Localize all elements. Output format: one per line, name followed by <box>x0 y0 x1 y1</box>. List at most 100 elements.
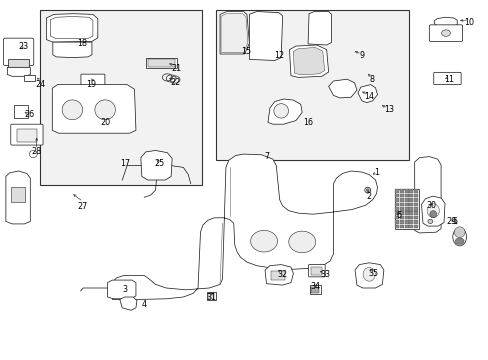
Bar <box>399 220 403 224</box>
Bar <box>208 293 214 299</box>
Bar <box>309 285 320 294</box>
Text: 8: 8 <box>368 75 373 84</box>
Text: 7: 7 <box>264 152 268 161</box>
Bar <box>404 216 408 219</box>
Ellipse shape <box>453 227 464 238</box>
Text: 16: 16 <box>303 118 312 127</box>
Ellipse shape <box>95 100 115 120</box>
Bar <box>404 194 408 197</box>
Bar <box>24 75 35 81</box>
Bar <box>394 216 398 219</box>
Text: 5: 5 <box>451 217 456 226</box>
Text: 23: 23 <box>19 42 28 51</box>
Text: 10: 10 <box>464 18 473 27</box>
Ellipse shape <box>29 150 37 158</box>
Text: 21: 21 <box>171 64 181 73</box>
Bar <box>216 10 408 160</box>
Polygon shape <box>53 42 92 58</box>
Text: 26: 26 <box>24 110 34 119</box>
Bar <box>17 129 37 141</box>
Text: 13: 13 <box>383 105 393 114</box>
Polygon shape <box>220 12 249 54</box>
Bar <box>40 10 202 185</box>
Text: 2: 2 <box>366 192 371 201</box>
FancyBboxPatch shape <box>428 25 462 41</box>
Text: 1: 1 <box>373 168 378 177</box>
Bar <box>399 203 403 206</box>
Polygon shape <box>221 14 247 53</box>
Ellipse shape <box>62 100 82 120</box>
Bar <box>408 203 412 206</box>
Polygon shape <box>394 189 418 229</box>
Polygon shape <box>414 157 440 233</box>
Bar <box>408 216 412 219</box>
Text: 24: 24 <box>35 80 45 89</box>
Polygon shape <box>357 85 377 103</box>
Bar <box>311 267 322 275</box>
Text: 33: 33 <box>320 270 329 279</box>
Polygon shape <box>421 196 444 226</box>
Bar <box>394 198 398 202</box>
Text: 29: 29 <box>446 217 456 226</box>
Bar <box>408 207 412 211</box>
Bar <box>399 211 403 215</box>
Ellipse shape <box>366 189 368 192</box>
Text: 20: 20 <box>100 118 110 127</box>
Bar <box>404 211 408 215</box>
Ellipse shape <box>454 238 463 244</box>
Bar <box>394 203 398 206</box>
Bar <box>404 198 408 202</box>
Text: 14: 14 <box>364 91 373 100</box>
Bar <box>408 194 412 197</box>
Polygon shape <box>107 280 136 299</box>
Bar <box>394 207 398 211</box>
Bar <box>408 225 412 228</box>
Bar <box>413 198 417 202</box>
Text: 34: 34 <box>310 282 320 291</box>
Bar <box>11 187 25 202</box>
Bar <box>413 194 417 197</box>
Bar <box>408 198 412 202</box>
Bar <box>399 198 403 202</box>
Bar <box>146 58 176 68</box>
Bar <box>399 194 403 197</box>
Polygon shape <box>141 150 172 180</box>
Bar <box>413 203 417 206</box>
Bar <box>394 211 398 215</box>
Bar <box>413 216 417 219</box>
Bar <box>206 292 215 300</box>
Polygon shape <box>112 154 377 300</box>
Text: 6: 6 <box>395 211 400 220</box>
Ellipse shape <box>250 230 277 252</box>
Ellipse shape <box>427 219 432 224</box>
Polygon shape <box>267 99 302 124</box>
Bar <box>413 211 417 215</box>
Text: 22: 22 <box>170 78 180 87</box>
Text: 17: 17 <box>121 159 130 168</box>
Bar <box>404 220 408 224</box>
Bar <box>394 220 398 224</box>
Polygon shape <box>52 85 136 133</box>
Text: 12: 12 <box>274 51 284 60</box>
Text: 35: 35 <box>367 269 377 278</box>
Bar <box>408 211 412 215</box>
Text: 19: 19 <box>86 80 96 89</box>
Bar <box>399 207 403 211</box>
Bar <box>399 189 403 193</box>
Polygon shape <box>120 297 137 310</box>
Polygon shape <box>264 265 293 285</box>
Ellipse shape <box>273 104 288 118</box>
Text: 28: 28 <box>32 147 41 156</box>
Bar <box>394 194 398 197</box>
Text: 11: 11 <box>443 75 453 84</box>
Bar <box>394 189 398 193</box>
Ellipse shape <box>362 267 375 281</box>
Polygon shape <box>354 263 383 288</box>
FancyBboxPatch shape <box>3 38 34 66</box>
Ellipse shape <box>364 187 370 193</box>
Ellipse shape <box>441 30 449 36</box>
Polygon shape <box>328 79 356 98</box>
Bar <box>270 271 284 280</box>
Text: 31: 31 <box>206 292 216 302</box>
Text: 9: 9 <box>359 51 364 60</box>
